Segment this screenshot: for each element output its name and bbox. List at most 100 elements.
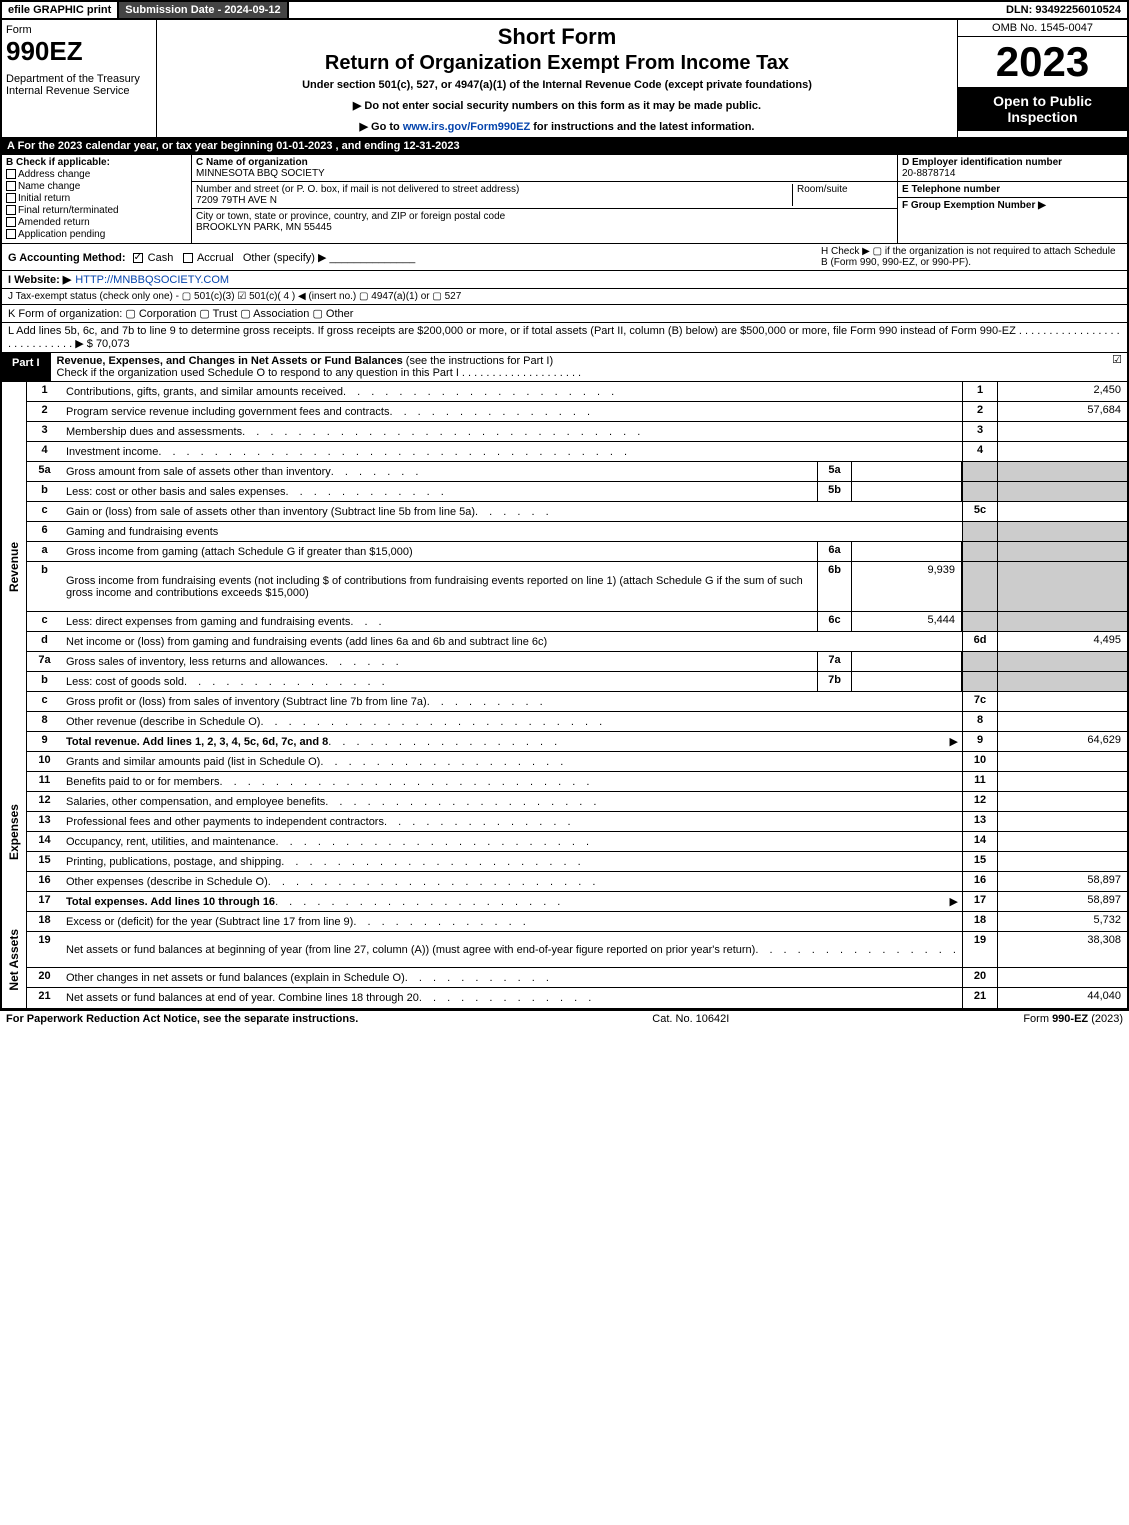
row-i: I Website: ▶ HTTP://MNBBQSOCIETY.COM bbox=[0, 271, 1129, 289]
chk-cash[interactable] bbox=[133, 253, 143, 263]
val-6d: 4,495 bbox=[997, 632, 1127, 651]
h-check: H Check ▶ ▢ if the organization is not r… bbox=[821, 246, 1121, 268]
tax-year: 2023 bbox=[958, 37, 1127, 87]
header-mid: Short Form Return of Organization Exempt… bbox=[157, 20, 957, 137]
val-12 bbox=[997, 792, 1127, 811]
revenue-side: Revenue bbox=[2, 382, 27, 752]
val-16: 58,897 bbox=[997, 872, 1127, 891]
chk-pending[interactable]: Application pending bbox=[6, 229, 187, 240]
chk-initial[interactable]: Initial return bbox=[6, 193, 187, 204]
val-5a bbox=[852, 462, 962, 481]
gross-receipts: 70,073 bbox=[96, 338, 130, 350]
title-short-form: Short Form bbox=[177, 24, 937, 50]
footer-right: Form 990-EZ (2023) bbox=[1023, 1013, 1123, 1025]
top-bar: efile GRAPHIC print Submission Date - 20… bbox=[0, 0, 1129, 20]
omb-number: OMB No. 1545-0047 bbox=[958, 20, 1127, 37]
val-17: 58,897 bbox=[997, 892, 1127, 911]
part1-header: Part I Revenue, Expenses, and Changes in… bbox=[0, 353, 1129, 382]
part1-checkbox[interactable]: ☑ bbox=[1107, 353, 1127, 381]
val-19: 38,308 bbox=[997, 932, 1127, 967]
val-1: 2,450 bbox=[997, 382, 1127, 401]
title-return: Return of Organization Exempt From Incom… bbox=[177, 52, 937, 75]
val-3 bbox=[997, 422, 1127, 441]
c-name-block: C Name of organization MINNESOTA BBQ SOC… bbox=[192, 155, 897, 182]
row-j: J Tax-exempt status (check only one) - ▢… bbox=[0, 289, 1129, 305]
addr-label: Number and street (or P. O. box, if mail… bbox=[196, 184, 519, 195]
val-20 bbox=[997, 968, 1127, 987]
form-header: Form 990EZ Department of the Treasury In… bbox=[0, 20, 1129, 138]
b-label: B Check if applicable: bbox=[6, 157, 187, 168]
tel-label: E Telephone number bbox=[902, 184, 1000, 195]
website-link[interactable]: HTTP://MNBBQSOCIETY.COM bbox=[75, 274, 229, 286]
col-b: B Check if applicable: Address change Na… bbox=[2, 155, 192, 243]
e-tel-block: E Telephone number bbox=[898, 182, 1127, 198]
val-8 bbox=[997, 712, 1127, 731]
val-11 bbox=[997, 772, 1127, 791]
c-addr-block: Number and street (or P. O. box, if mail… bbox=[192, 182, 897, 209]
page-footer: For Paperwork Reduction Act Notice, see … bbox=[0, 1010, 1129, 1027]
row-gh: G Accounting Method: Cash Accrual Other … bbox=[0, 244, 1129, 271]
net-assets-side: Net Assets bbox=[2, 912, 27, 1008]
val-9: 64,629 bbox=[997, 732, 1127, 751]
chk-accrual[interactable] bbox=[183, 253, 193, 263]
val-4 bbox=[997, 442, 1127, 461]
val-6c: 5,444 bbox=[852, 612, 962, 631]
dln: DLN: 93492256010524 bbox=[1000, 2, 1127, 18]
f-grp-block: F Group Exemption Number ▶ bbox=[898, 198, 1127, 213]
chk-address[interactable]: Address change bbox=[6, 169, 187, 180]
note-ssn: ▶ Do not enter social security numbers o… bbox=[177, 99, 937, 112]
org-city: BROOKLYN PARK, MN 55445 bbox=[196, 222, 332, 233]
chk-amended[interactable]: Amended return bbox=[6, 217, 187, 228]
part1-title: Revenue, Expenses, and Changes in Net As… bbox=[51, 353, 1107, 381]
submission-date: Submission Date - 2024-09-12 bbox=[119, 2, 288, 18]
grp-label: F Group Exemption Number ▶ bbox=[902, 200, 1046, 211]
open-public: Open to Public Inspection bbox=[958, 87, 1127, 131]
under-section: Under section 501(c), 527, or 4947(a)(1)… bbox=[177, 79, 937, 91]
val-18: 5,732 bbox=[997, 912, 1127, 931]
expenses-block: Expenses 10Grants and similar amounts pa… bbox=[0, 752, 1129, 912]
val-6a bbox=[852, 542, 962, 561]
c-name-label: C Name of organization bbox=[196, 157, 308, 168]
ein-value: 20-8878714 bbox=[902, 168, 955, 179]
val-10 bbox=[997, 752, 1127, 771]
org-name: MINNESOTA BBQ SOCIETY bbox=[196, 168, 325, 179]
val-6b: 9,939 bbox=[852, 562, 962, 611]
val-15 bbox=[997, 852, 1127, 871]
val-7b bbox=[852, 672, 962, 691]
irs-link[interactable]: www.irs.gov/Form990EZ bbox=[403, 121, 530, 133]
val-14 bbox=[997, 832, 1127, 851]
expenses-side: Expenses bbox=[2, 752, 27, 912]
header-right: OMB No. 1545-0047 2023 Open to Public In… bbox=[957, 20, 1127, 137]
val-7a bbox=[852, 652, 962, 671]
chk-name[interactable]: Name change bbox=[6, 181, 187, 192]
g-accounting: G Accounting Method: Cash Accrual Other … bbox=[8, 251, 415, 264]
row-l: L Add lines 5b, 6c, and 7b to line 9 to … bbox=[0, 323, 1129, 353]
efile-label: efile GRAPHIC print bbox=[2, 2, 119, 18]
footer-left: For Paperwork Reduction Act Notice, see … bbox=[6, 1013, 358, 1025]
d-ein-block: D Employer identification number 20-8878… bbox=[898, 155, 1127, 182]
form-word: Form bbox=[6, 24, 152, 36]
val-21: 44,040 bbox=[997, 988, 1127, 1008]
col-d: D Employer identification number 20-8878… bbox=[897, 155, 1127, 243]
dept-label: Department of the Treasury Internal Reve… bbox=[6, 73, 152, 97]
org-addr: 7209 79TH AVE N bbox=[196, 195, 277, 206]
city-label: City or town, state or province, country… bbox=[196, 211, 505, 222]
val-5b bbox=[852, 482, 962, 501]
val-5c bbox=[997, 502, 1127, 521]
net-assets-block: Net Assets 18Excess or (deficit) for the… bbox=[0, 912, 1129, 1010]
val-2: 57,684 bbox=[997, 402, 1127, 421]
part1-tag: Part I bbox=[2, 353, 51, 381]
revenue-block: Revenue 1Contributions, gifts, grants, a… bbox=[0, 382, 1129, 752]
room-label: Room/suite bbox=[793, 184, 893, 206]
footer-mid: Cat. No. 10642I bbox=[652, 1013, 729, 1025]
header-left: Form 990EZ Department of the Treasury In… bbox=[2, 20, 157, 137]
form-number: 990EZ bbox=[6, 36, 152, 67]
c-city-block: City or town, state or province, country… bbox=[192, 209, 897, 235]
note-goto: ▶ Go to www.irs.gov/Form990EZ for instru… bbox=[177, 120, 937, 133]
chk-final[interactable]: Final return/terminated bbox=[6, 205, 187, 216]
col-c: C Name of organization MINNESOTA BBQ SOC… bbox=[192, 155, 897, 243]
val-13 bbox=[997, 812, 1127, 831]
ein-label: D Employer identification number bbox=[902, 157, 1062, 168]
section-bcd: B Check if applicable: Address change Na… bbox=[0, 155, 1129, 244]
row-a: A For the 2023 calendar year, or tax yea… bbox=[0, 138, 1129, 155]
